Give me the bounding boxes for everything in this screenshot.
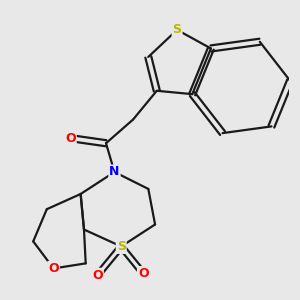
Text: O: O (92, 269, 103, 282)
Text: O: O (138, 267, 148, 280)
Text: S: S (117, 240, 126, 253)
Text: N: N (109, 166, 120, 178)
Text: O: O (65, 132, 76, 145)
Text: S: S (172, 23, 182, 36)
Text: O: O (48, 262, 59, 275)
